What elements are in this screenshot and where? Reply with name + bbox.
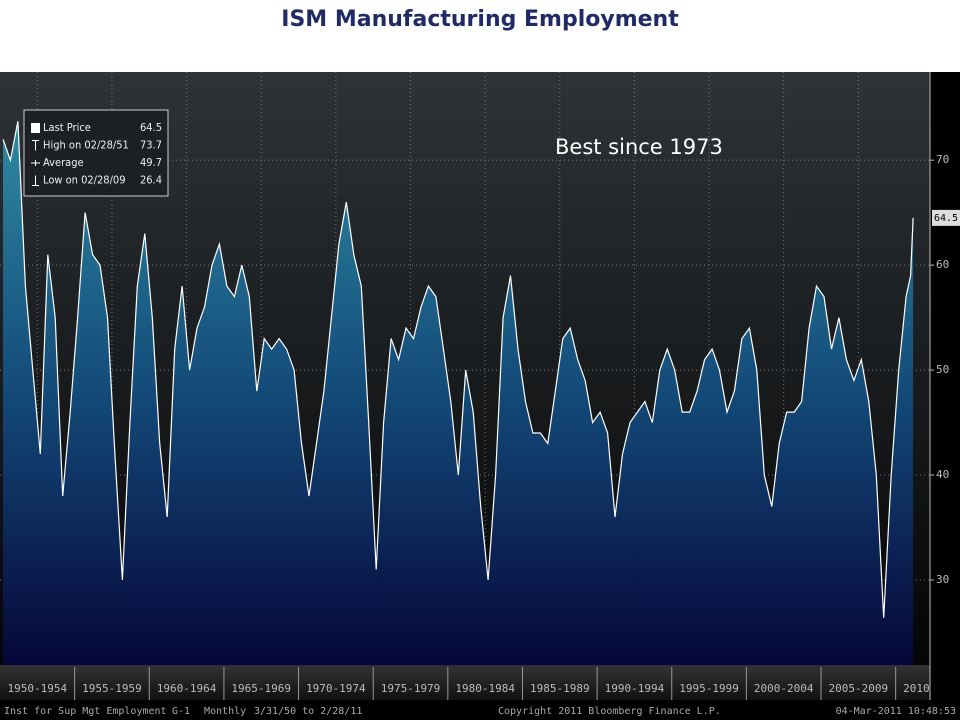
line — [2, 121, 914, 618]
x-tick-label: 1960-1964 — [157, 682, 217, 695]
footer-id: G-1 — [172, 706, 190, 717]
footer-range: 3/31/50 to 2/28/11 — [254, 706, 362, 717]
legend-icon — [31, 123, 40, 133]
header-bg — [0, 0, 960, 72]
x-tick-label: 1955-1959 — [82, 682, 142, 695]
legend-value: 73.7 — [140, 139, 162, 152]
legend-value: 26.4 — [140, 174, 162, 187]
legend-icon — [32, 140, 39, 151]
footer-frequency: Monthly — [204, 706, 246, 717]
legend-value: 64.5 — [140, 121, 162, 134]
x-tick-label: 2000-2004 — [754, 682, 814, 695]
plot — [0, 72, 930, 665]
x-tick-label: 1965-1969 — [231, 682, 291, 695]
x-tick-label: 2010-2014 — [903, 682, 960, 695]
chart-title: ISM Manufacturing Employment — [281, 7, 679, 32]
x-tick-label: 1980-1984 — [455, 682, 515, 695]
legend-icon — [31, 160, 40, 166]
x-tick-label: 1950-1954 — [8, 682, 68, 695]
footer-series: Inst for Sup Mgt Employment — [4, 706, 167, 717]
overlay: Best since 1973 Last Price 64.5 High on 02… — [23, 109, 723, 197]
footer-bg — [0, 700, 960, 720]
x-tick-label: 1975-1979 — [381, 682, 441, 695]
legend-label: Low on 02/28/09 — [43, 174, 126, 187]
footer-copyright: Copyright 2011 Bloomberg Finance L.P. — [498, 706, 721, 717]
x-axis-bg — [0, 665, 930, 700]
right-axis-bg — [930, 72, 960, 700]
x-tick-label: 1970-1974 — [306, 682, 366, 695]
legend-label: Last Price — [43, 121, 91, 134]
legend-box — [23, 109, 169, 197]
y-tick-label: 60 — [936, 258, 949, 271]
y-tick-label: 40 — [936, 468, 949, 481]
x-axis: 1950-1954 1955-1959 1960-1964 1965-1969 1970… — [8, 667, 960, 700]
last-price-tag — [932, 209, 960, 226]
last-price-label: 64.5 — [934, 213, 958, 224]
x-tick-label: 2005-2009 — [829, 682, 889, 695]
x-tick-label: 1990-1994 — [605, 682, 665, 695]
area — [3, 121, 914, 665]
x-tick-label: 1995-1999 — [679, 682, 739, 695]
legend-icon — [32, 175, 39, 186]
y-tick-label: 70 — [936, 153, 949, 166]
x-tick-label: 1985-1989 — [530, 682, 590, 695]
legend-label: Average — [43, 156, 84, 169]
footer-timestamp: 04-Mar-2011 10:48:53 — [836, 706, 956, 717]
legend-label: High on 02/28/51 — [43, 139, 129, 152]
annotation: Best since 1973 — [555, 135, 723, 159]
y-tick-label: 30 — [936, 573, 949, 586]
legend-value: 49.7 — [140, 156, 162, 169]
y-tick-label: 50 — [936, 363, 949, 376]
